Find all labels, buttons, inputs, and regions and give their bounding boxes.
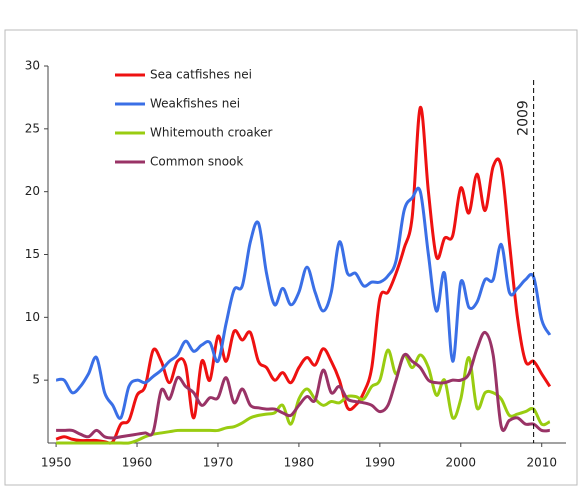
series-line — [55, 186, 552, 420]
legend-label: Weakfishes nei — [150, 97, 240, 111]
x-tick-label: 2010 — [526, 456, 557, 470]
x-tick-label: 1960 — [122, 456, 153, 470]
y-tick-label: 20 — [25, 184, 40, 198]
x-tick-label: 1970 — [203, 456, 234, 470]
series-line — [56, 330, 550, 440]
x-tick-label: 1990 — [365, 456, 396, 470]
annotation-label: 2009 — [516, 100, 532, 136]
y-tick-label: 15 — [25, 247, 40, 261]
legend-label: Whitemouth croaker — [150, 126, 273, 140]
y-tick-label: 25 — [25, 121, 40, 135]
legend-label: Common snook — [150, 155, 243, 169]
y-tick-label: 30 — [25, 59, 40, 73]
series-line — [55, 105, 552, 445]
legend-label: Sea catfishes nei — [150, 68, 252, 82]
x-tick-label: 1980 — [284, 456, 315, 470]
y-tick-label: 10 — [25, 310, 40, 324]
x-tick-label: 1950 — [41, 456, 72, 470]
chart-frame — [4, 29, 578, 486]
y-tick-label: 5 — [32, 373, 40, 387]
x-tick-label: 2000 — [446, 456, 477, 470]
series-line — [56, 348, 551, 445]
